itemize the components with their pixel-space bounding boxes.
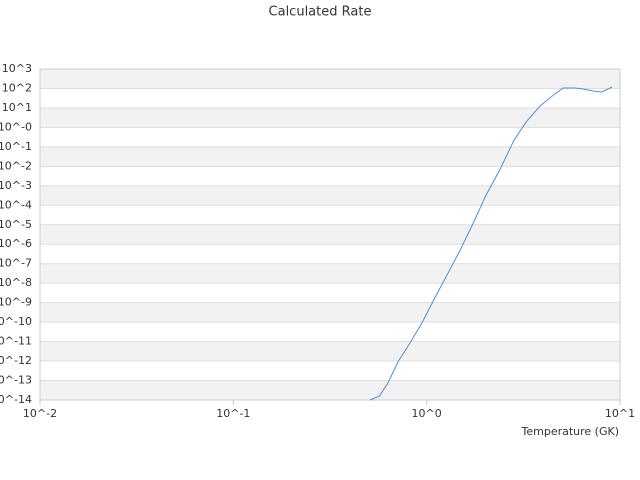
y-tick-label: 10^-2: [0, 159, 32, 172]
chart-title: Calculated Rate: [269, 5, 372, 20]
y-tick-label: 10^-9: [0, 296, 32, 309]
y-tick-label: 10^-5: [0, 218, 32, 231]
y-tick-label: 10^-13: [0, 374, 32, 387]
grid-band: [40, 263, 620, 284]
y-tick-label: 10^-1: [0, 140, 32, 153]
grid-band: [40, 107, 620, 128]
y-tick-label: 10^-8: [0, 276, 32, 289]
grid-band: [40, 185, 620, 206]
y-tick-label: 10^-7: [0, 257, 32, 270]
grid-band: [40, 302, 620, 323]
y-tick-label: 10^-12: [0, 354, 32, 367]
y-tick-label: 10^3: [2, 62, 32, 75]
plot-frame: [39, 68, 621, 401]
x-tick-label: 10^1: [605, 407, 635, 420]
grid-band: [40, 341, 620, 362]
grid-band: [40, 69, 620, 89]
y-tick-label: 10^-11: [0, 335, 32, 348]
y-tick-label: 10^-4: [0, 198, 32, 211]
grid-band: [40, 224, 620, 245]
y-tick-label: 10^-6: [0, 237, 32, 250]
y-tick-label: 10^1: [2, 101, 32, 114]
x-axis-label: Temperature (GK): [521, 425, 620, 438]
x-tick-label: 10^-2: [23, 407, 57, 420]
grid-band: [40, 380, 620, 400]
x-tick-label: 10^0: [412, 407, 442, 420]
y-tick-label: 10^-10: [0, 315, 32, 328]
x-tick-label: 10^-1: [216, 407, 250, 420]
y-tick-label: 10^-14: [0, 393, 32, 406]
data-line: [369, 86, 613, 401]
y-tick-label: 10^2: [2, 81, 32, 94]
y-tick-label: 10^-0: [0, 120, 32, 133]
grid-band: [40, 146, 620, 167]
y-tick-label: 10^-3: [0, 179, 32, 192]
